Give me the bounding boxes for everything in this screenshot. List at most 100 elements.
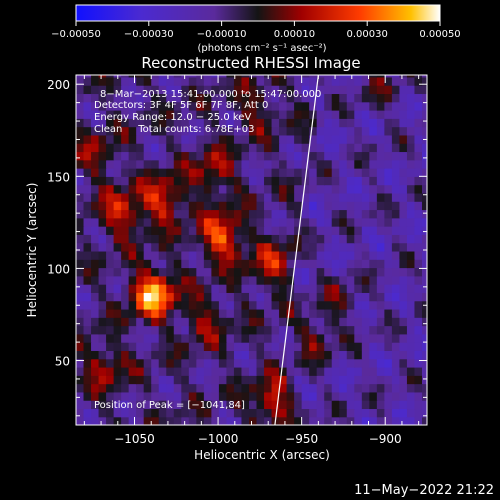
heatmap-cell <box>369 308 378 318</box>
heatmap-cell <box>76 284 85 293</box>
heatmap-cell <box>384 192 393 202</box>
heatmap-cell <box>414 126 423 136</box>
heatmap-cell <box>181 234 190 244</box>
heatmap-cell <box>361 342 370 351</box>
heatmap-cell <box>361 201 370 211</box>
heatmap-cell <box>91 93 100 103</box>
heatmap-cell <box>113 143 122 153</box>
heatmap-cell <box>316 110 325 119</box>
heatmap-cell <box>233 259 243 269</box>
heatmap-cell <box>166 184 175 194</box>
heatmap-cell <box>83 250 92 260</box>
heatmap-cell <box>211 408 220 418</box>
heatmap-cell <box>346 267 355 277</box>
heatmap-cell <box>143 126 152 136</box>
heatmap-cell <box>173 226 182 235</box>
heatmap-cell <box>339 267 348 277</box>
heatmap-cell <box>106 143 115 153</box>
heatmap-cell <box>248 408 258 418</box>
heatmap-cell <box>233 333 243 343</box>
heatmap-cell <box>384 292 393 302</box>
heatmap-cell <box>294 275 303 285</box>
heatmap-cell <box>196 400 205 410</box>
heatmap-cell <box>324 400 333 410</box>
heatmap-cell <box>354 76 363 86</box>
heatmap-cell <box>106 391 115 401</box>
heatmap-cell <box>354 350 363 360</box>
heatmap-cell <box>316 176 325 186</box>
heatmap-cell <box>369 391 378 401</box>
heatmap-cell <box>309 317 318 327</box>
heatmap-cell <box>151 134 160 144</box>
heatmap-cell <box>188 76 197 86</box>
heatmap-cell <box>421 118 427 128</box>
heatmap-cell <box>106 118 115 128</box>
heatmap-cell <box>218 159 228 169</box>
heatmap-cell <box>203 192 212 202</box>
heatmap-cell <box>354 134 363 144</box>
heatmap-cell <box>384 118 393 128</box>
heatmap-cell <box>406 126 416 136</box>
heatmap-cell <box>301 350 310 360</box>
heatmap-cell <box>369 110 378 119</box>
heatmap-cell <box>248 85 258 95</box>
heatmap-cell <box>339 342 348 351</box>
heatmap-cell <box>384 391 393 401</box>
heatmap-cell <box>241 383 250 393</box>
heatmap-cell <box>233 391 243 401</box>
heatmap-cell <box>346 242 355 252</box>
heatmap-cell <box>128 408 137 418</box>
heatmap-cell <box>324 168 333 177</box>
heatmap-cell <box>301 366 310 376</box>
heatmap-cell <box>256 209 265 219</box>
heatmap-cell <box>279 300 288 310</box>
heatmap-cell <box>406 76 416 86</box>
heatmap-cell <box>113 168 122 177</box>
heatmap-cell <box>339 284 348 293</box>
heatmap-cell <box>339 93 348 103</box>
heatmap-cell <box>271 391 280 401</box>
heatmap-cell <box>399 366 408 376</box>
heatmap-cell <box>256 76 265 86</box>
heatmap-cell <box>271 118 280 128</box>
heatmap-cell <box>414 101 423 111</box>
heatmap-cell <box>406 168 416 177</box>
heatmap-cell <box>324 317 333 327</box>
heatmap-cell <box>173 209 182 219</box>
heatmap-cell <box>376 383 385 393</box>
heatmap-cell <box>226 192 235 202</box>
heatmap-cell <box>339 275 348 285</box>
heatmap-cell <box>91 234 100 244</box>
heatmap-cell <box>316 259 325 269</box>
heatmap-cell <box>264 242 273 252</box>
heatmap-cell <box>309 159 318 169</box>
heatmap-cell <box>316 201 325 211</box>
heatmap-cell <box>121 134 130 144</box>
heatmap-cell <box>324 143 333 153</box>
heatmap-cell <box>136 85 145 95</box>
heatmap-cell <box>391 358 401 368</box>
heatmap-cell <box>113 201 122 211</box>
heatmap-cell <box>76 151 85 161</box>
heatmap-cell <box>98 209 107 219</box>
heatmap-cell <box>151 151 160 161</box>
heatmap-cell <box>113 110 122 119</box>
heatmap-cell <box>98 143 107 153</box>
heatmap-cell <box>188 275 197 285</box>
heatmap-cell <box>106 101 115 111</box>
heatmap-cell <box>421 159 427 169</box>
heatmap-cell <box>324 358 333 368</box>
heatmap-cell <box>294 408 303 418</box>
heatmap-cell <box>166 234 175 244</box>
heatmap-cell <box>158 242 167 252</box>
heatmap-cell <box>143 168 152 177</box>
heatmap-cell <box>301 375 310 385</box>
heatmap-cell <box>121 267 130 277</box>
heatmap-cell <box>256 176 265 186</box>
heatmap-cell <box>83 292 92 302</box>
heatmap-cell <box>158 342 167 351</box>
heatmap-cell <box>143 226 152 235</box>
heatmap-cell <box>316 284 325 293</box>
heatmap-cell <box>406 242 416 252</box>
heatmap-cell <box>211 333 220 343</box>
